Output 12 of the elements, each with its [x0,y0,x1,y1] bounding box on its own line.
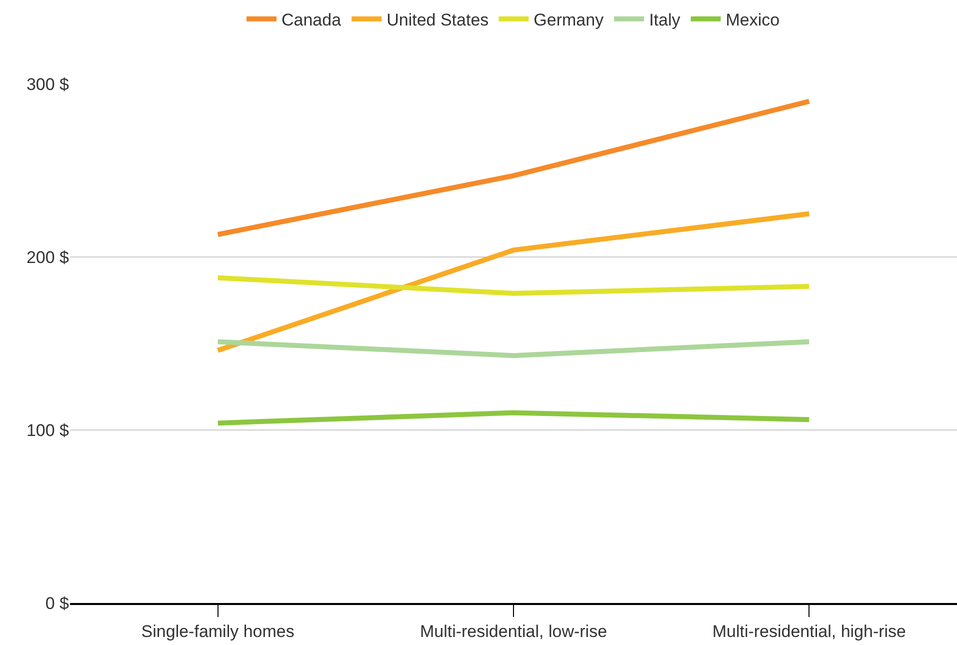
legend-label: Mexico [726,10,780,30]
y-tick-label: 200 $ [26,248,70,267]
legend-label: Germany [534,10,604,30]
y-tick-label: 0 $ [45,594,70,613]
x-tick-label: Single-family homes [141,622,294,642]
y-tick-label: 100 $ [26,420,70,440]
legend-label: Italy [649,10,681,30]
x-tick-label: Multi-residential, low-rise [420,622,608,642]
legend-label: United States [386,10,489,30]
y-tick-label: 300 $ [26,74,70,94]
legend-label: Canada [282,10,342,30]
x-tick-label: Multi-residential, high-rise [712,622,906,642]
